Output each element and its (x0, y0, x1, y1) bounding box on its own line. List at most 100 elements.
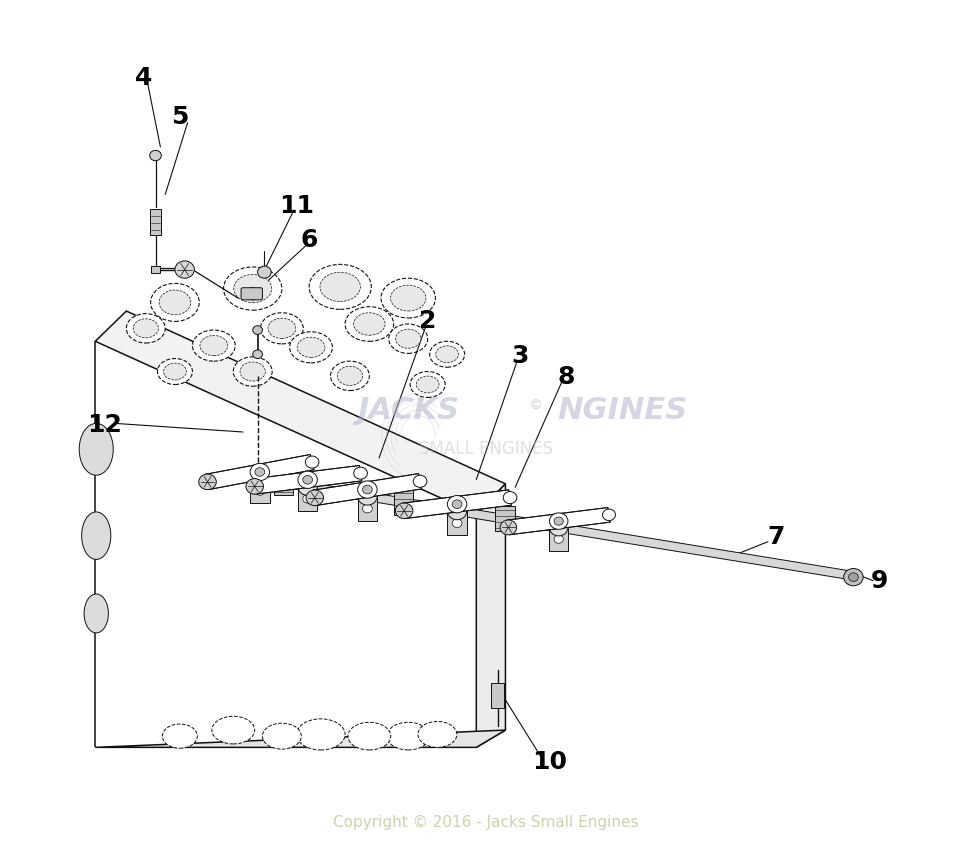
Bar (274, 470, 294, 495)
Polygon shape (95, 311, 505, 514)
Circle shape (258, 266, 271, 278)
Ellipse shape (330, 361, 369, 391)
Ellipse shape (296, 719, 345, 750)
Polygon shape (206, 454, 314, 489)
Circle shape (250, 463, 269, 480)
Circle shape (306, 490, 324, 505)
Circle shape (549, 513, 568, 530)
Bar (549, 528, 568, 550)
Ellipse shape (159, 290, 191, 314)
Ellipse shape (233, 275, 272, 302)
FancyBboxPatch shape (241, 288, 262, 300)
Circle shape (246, 288, 260, 300)
Bar (151, 266, 160, 273)
Circle shape (150, 150, 161, 161)
Ellipse shape (320, 272, 361, 302)
Bar (358, 497, 377, 521)
Circle shape (255, 486, 264, 495)
Ellipse shape (80, 423, 114, 475)
Circle shape (844, 569, 863, 586)
Text: 4: 4 (135, 66, 153, 90)
Circle shape (363, 486, 372, 494)
Ellipse shape (192, 330, 235, 361)
Ellipse shape (410, 372, 445, 397)
Circle shape (175, 261, 194, 278)
Circle shape (363, 505, 372, 513)
Circle shape (452, 500, 462, 509)
Circle shape (554, 535, 564, 543)
Text: JACKS: JACKS (357, 396, 460, 425)
Ellipse shape (233, 357, 272, 386)
Circle shape (503, 492, 517, 504)
Text: 11: 11 (279, 194, 314, 218)
Circle shape (297, 471, 317, 488)
Text: 12: 12 (87, 413, 122, 437)
Ellipse shape (268, 318, 295, 339)
Text: SMALL ENGINES: SMALL ENGINES (419, 441, 553, 458)
Circle shape (549, 519, 568, 536)
Ellipse shape (157, 359, 192, 384)
Ellipse shape (387, 722, 430, 750)
Ellipse shape (309, 264, 371, 309)
Polygon shape (507, 507, 610, 535)
Text: 9: 9 (871, 569, 888, 593)
Text: 5: 5 (171, 105, 189, 129)
Bar (297, 486, 317, 511)
Text: 10: 10 (532, 750, 567, 774)
Bar (447, 511, 467, 536)
Ellipse shape (126, 314, 165, 343)
Circle shape (303, 475, 313, 484)
Ellipse shape (435, 346, 459, 363)
Circle shape (253, 326, 262, 334)
Circle shape (354, 467, 367, 480)
Bar (394, 490, 413, 515)
Text: 6: 6 (300, 228, 318, 252)
Ellipse shape (260, 313, 303, 344)
Text: ©: © (528, 399, 541, 413)
Text: 7: 7 (767, 525, 784, 550)
Circle shape (305, 456, 319, 468)
Ellipse shape (391, 285, 426, 311)
Ellipse shape (381, 278, 435, 318)
Circle shape (358, 488, 377, 505)
Ellipse shape (162, 724, 197, 748)
Circle shape (297, 478, 317, 495)
Circle shape (452, 519, 462, 528)
Ellipse shape (348, 722, 391, 750)
Circle shape (603, 509, 615, 521)
Ellipse shape (163, 363, 187, 380)
Ellipse shape (354, 313, 385, 335)
Ellipse shape (430, 341, 465, 367)
Text: 3: 3 (511, 344, 529, 368)
Circle shape (303, 494, 313, 503)
Ellipse shape (297, 337, 325, 358)
Bar (250, 479, 269, 503)
Bar (491, 683, 504, 708)
Ellipse shape (82, 511, 111, 560)
Ellipse shape (396, 329, 421, 348)
Text: Copyright © 2016 - Jacks Small Engines: Copyright © 2016 - Jacks Small Engines (333, 815, 639, 830)
Polygon shape (254, 466, 362, 494)
Circle shape (396, 503, 413, 518)
Ellipse shape (212, 716, 255, 744)
Circle shape (447, 496, 467, 513)
Ellipse shape (389, 324, 428, 353)
Ellipse shape (224, 267, 282, 310)
Ellipse shape (133, 319, 158, 338)
Bar (150, 209, 161, 235)
Ellipse shape (200, 335, 227, 356)
Circle shape (554, 517, 564, 525)
Text: 2: 2 (419, 309, 436, 334)
Circle shape (250, 470, 269, 487)
Polygon shape (313, 473, 422, 505)
Circle shape (501, 520, 517, 535)
Ellipse shape (418, 721, 457, 747)
Polygon shape (95, 730, 505, 747)
Text: NGINES: NGINES (557, 396, 687, 425)
Ellipse shape (262, 723, 301, 749)
Circle shape (246, 479, 263, 494)
Polygon shape (403, 490, 511, 518)
Ellipse shape (345, 307, 394, 341)
Ellipse shape (416, 376, 439, 393)
Circle shape (413, 475, 427, 487)
